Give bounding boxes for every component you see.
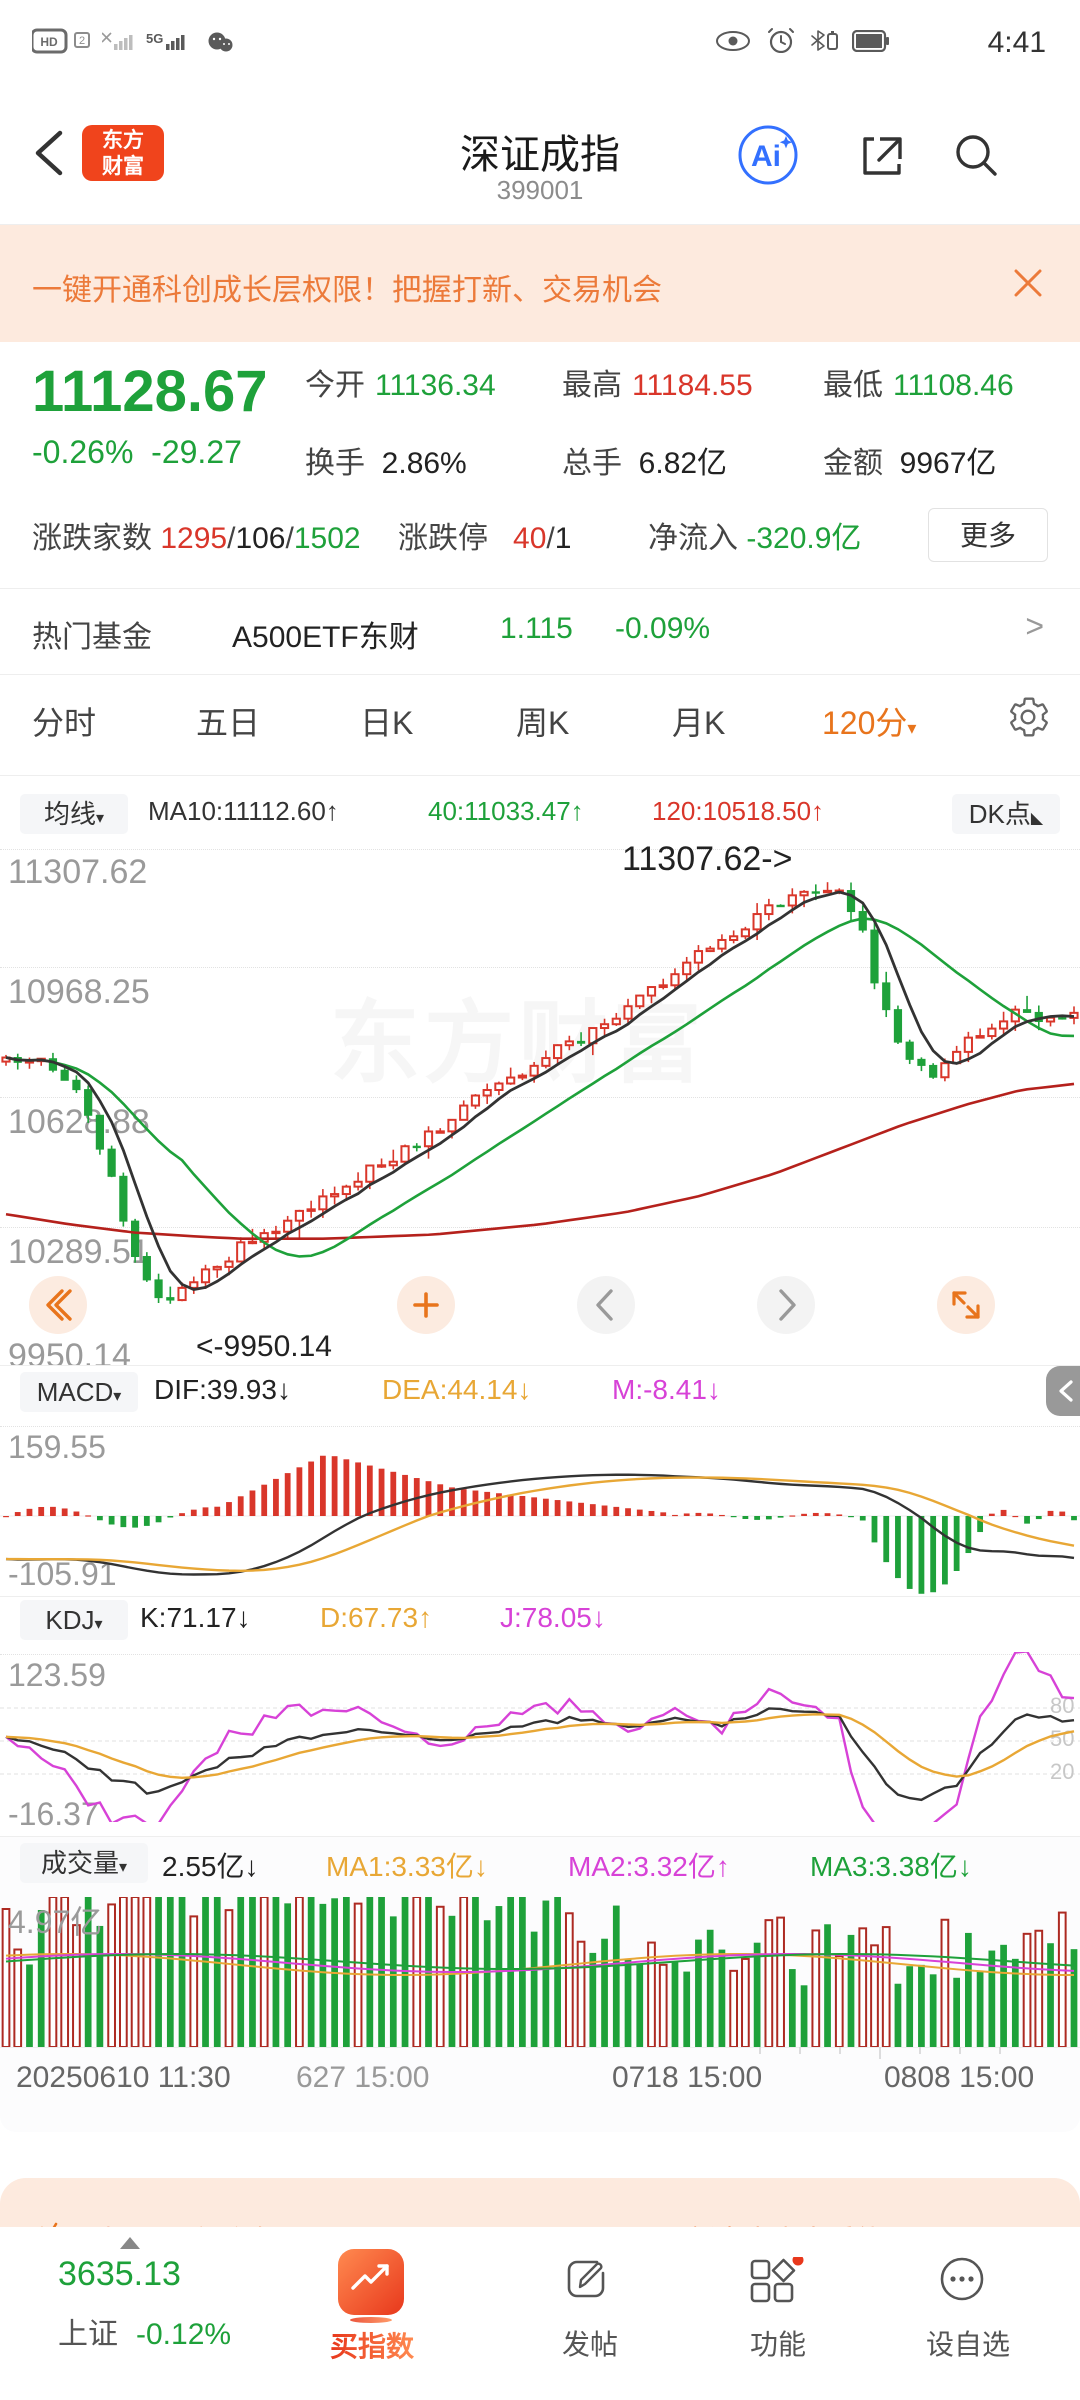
svg-text:5G: 5G <box>146 32 163 46</box>
svg-text:20: 20 <box>1050 1759 1074 1784</box>
svg-text:HD: HD <box>40 35 58 49</box>
svg-text:Ai: Ai <box>751 140 781 173</box>
svg-text:50: 50 <box>1050 1726 1074 1751</box>
